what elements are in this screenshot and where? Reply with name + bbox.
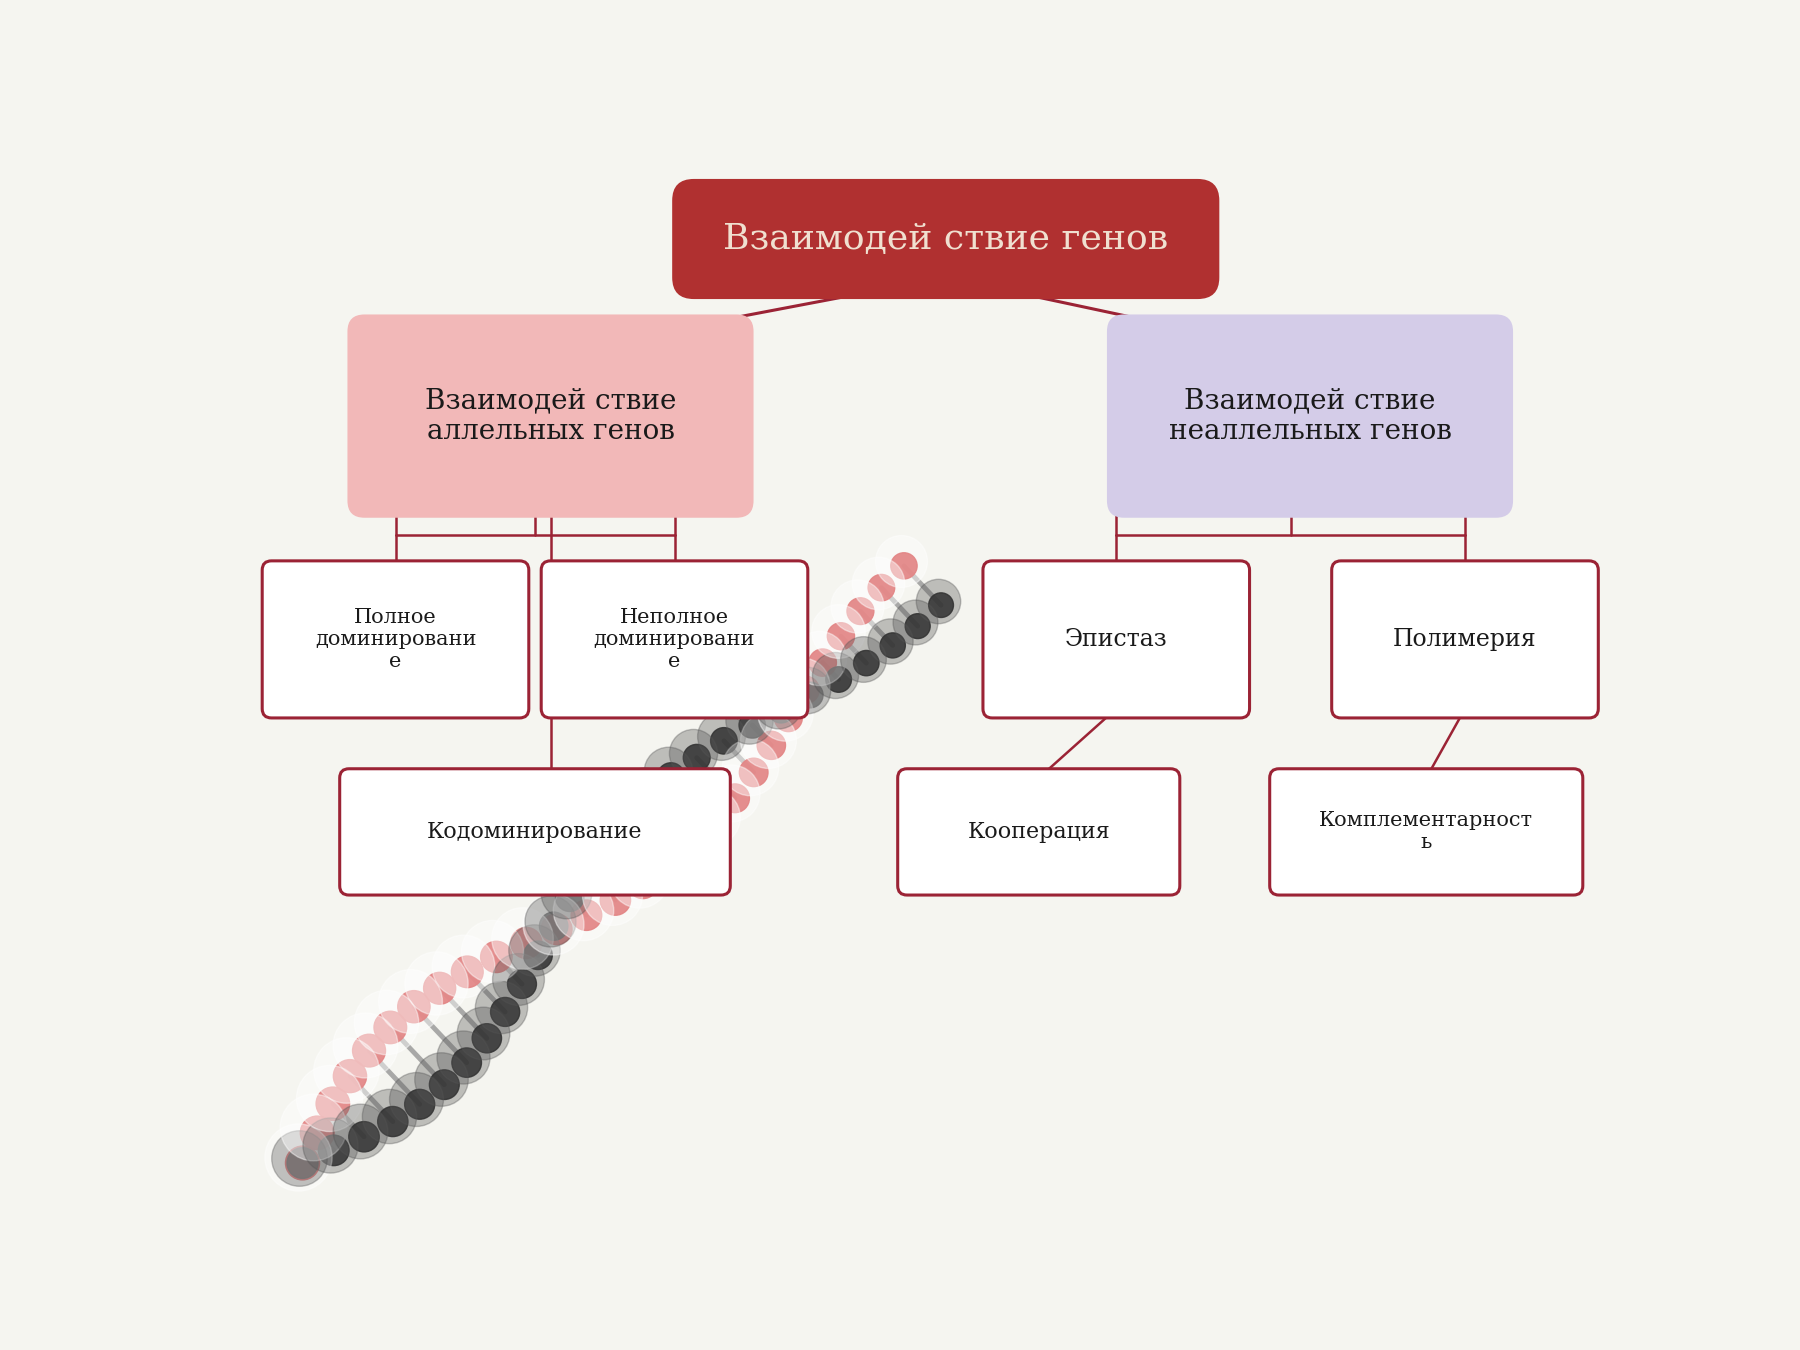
FancyBboxPatch shape	[542, 560, 808, 718]
Circle shape	[848, 598, 873, 625]
Circle shape	[378, 1107, 409, 1137]
Circle shape	[452, 956, 482, 988]
Circle shape	[720, 784, 749, 813]
Circle shape	[423, 972, 455, 1004]
Circle shape	[905, 614, 931, 639]
Circle shape	[481, 941, 513, 972]
Text: Взаимодей ствие
неаллельных генов: Взаимодей ствие неаллельных генов	[1168, 387, 1451, 446]
Circle shape	[319, 1135, 349, 1165]
Text: Взаимодей ствие
аллельных генов: Взаимодей ствие аллельных генов	[425, 387, 677, 446]
Circle shape	[572, 856, 601, 884]
Circle shape	[880, 633, 905, 657]
Circle shape	[826, 667, 851, 693]
FancyBboxPatch shape	[671, 180, 1219, 300]
Circle shape	[590, 830, 619, 857]
Circle shape	[628, 868, 659, 899]
Circle shape	[301, 1116, 335, 1150]
Circle shape	[774, 703, 803, 732]
FancyBboxPatch shape	[1269, 768, 1582, 895]
Circle shape	[571, 900, 601, 930]
FancyBboxPatch shape	[263, 560, 529, 718]
Circle shape	[508, 969, 536, 999]
Circle shape	[797, 682, 823, 707]
Circle shape	[679, 830, 707, 860]
Circle shape	[286, 1148, 319, 1179]
Circle shape	[792, 676, 819, 703]
Circle shape	[599, 886, 630, 915]
Circle shape	[891, 552, 918, 579]
Circle shape	[556, 883, 583, 911]
Circle shape	[634, 783, 661, 810]
Circle shape	[769, 697, 794, 724]
Circle shape	[511, 927, 542, 958]
Text: Полное
доминировани
е: Полное доминировани е	[315, 608, 477, 671]
Circle shape	[540, 913, 567, 941]
Circle shape	[452, 1048, 481, 1077]
Circle shape	[374, 1011, 407, 1044]
Circle shape	[929, 593, 954, 617]
Circle shape	[542, 914, 572, 945]
Circle shape	[317, 1087, 349, 1120]
Circle shape	[353, 1034, 385, 1066]
Circle shape	[740, 759, 769, 787]
Circle shape	[472, 1023, 502, 1053]
Text: Кооперация: Кооперация	[967, 821, 1111, 842]
Circle shape	[684, 744, 711, 771]
Text: Комплементарност
ь: Комплементарност ь	[1319, 811, 1534, 852]
Circle shape	[700, 809, 729, 837]
Circle shape	[868, 574, 895, 601]
Circle shape	[657, 763, 684, 790]
Circle shape	[653, 850, 684, 880]
Circle shape	[758, 732, 785, 760]
Circle shape	[853, 651, 878, 676]
FancyBboxPatch shape	[983, 560, 1249, 718]
Circle shape	[828, 622, 855, 649]
FancyBboxPatch shape	[347, 315, 754, 518]
Circle shape	[405, 1089, 436, 1119]
Circle shape	[349, 1122, 380, 1152]
Circle shape	[430, 1069, 459, 1099]
Circle shape	[286, 1146, 320, 1180]
Circle shape	[398, 991, 430, 1023]
Circle shape	[808, 649, 837, 676]
Circle shape	[711, 728, 738, 755]
Circle shape	[333, 1060, 367, 1092]
Circle shape	[612, 806, 639, 833]
Text: Кодоминирование: Кодоминирование	[427, 821, 643, 842]
Circle shape	[524, 941, 553, 969]
FancyBboxPatch shape	[1107, 315, 1514, 518]
Circle shape	[740, 711, 765, 738]
Text: Неполное
доминировани
е: Неполное доминировани е	[594, 608, 756, 671]
FancyBboxPatch shape	[898, 768, 1179, 895]
FancyBboxPatch shape	[340, 768, 731, 895]
Text: Эпистаз: Эпистаз	[1066, 628, 1168, 651]
FancyBboxPatch shape	[1332, 560, 1598, 718]
Text: Взаимодей ствие генов: Взаимодей ствие генов	[724, 221, 1168, 256]
Text: Полимерия: Полимерия	[1393, 628, 1537, 651]
Circle shape	[491, 998, 520, 1026]
